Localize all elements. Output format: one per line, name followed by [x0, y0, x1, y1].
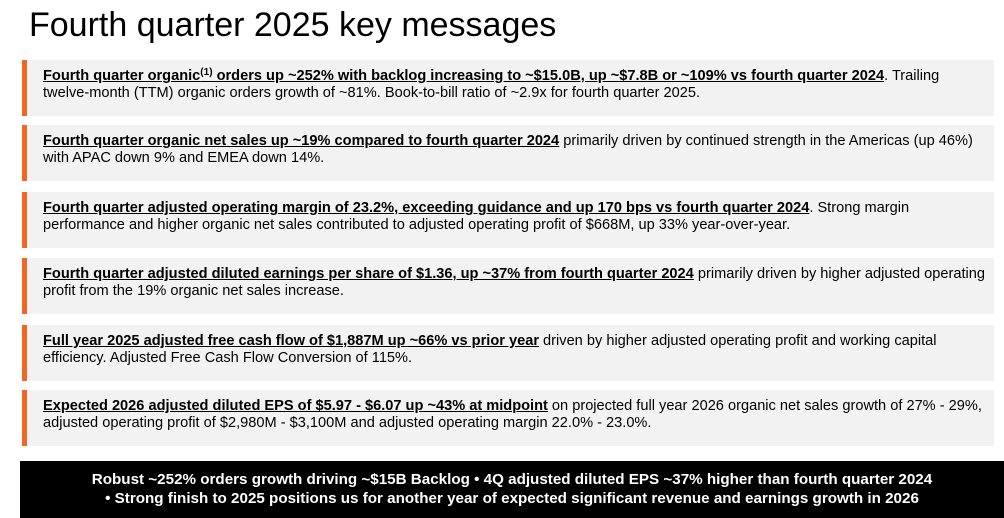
message-body: driven by higher adjusted operating prof…: [43, 333, 937, 366]
message-headline: Fourth quarter adjusted diluted earnings…: [43, 266, 694, 282]
message-headline: Full year 2025 adjusted free cash flow o…: [43, 333, 539, 349]
slide-title: Fourth quarter 2025 key messages: [29, 6, 557, 44]
key-message-orders: Fourth quarter organic(1) orders up ~252…: [22, 60, 994, 116]
message-headline: Fourth quarter adjusted operating margin…: [43, 200, 810, 216]
message-body: primarily driven by continued strength i…: [43, 133, 973, 166]
message-body: primarily driven by higher adjusted oper…: [43, 266, 986, 299]
message-body: on projected full year 2026 organic net …: [43, 398, 982, 431]
key-message-operating-margin: Fourth quarter adjusted operating margin…: [22, 192, 994, 248]
key-message-free-cash-flow: Full year 2025 adjusted free cash flow o…: [22, 325, 994, 381]
key-message-2026-guidance: Expected 2026 adjusted diluted EPS of $5…: [22, 390, 994, 446]
summary-line-1: Robust ~252% orders growth driving ~$15B…: [91, 471, 933, 488]
key-message-net-sales: Fourth quarter organic net sales up ~19%…: [22, 125, 994, 181]
key-message-eps: Fourth quarter adjusted diluted earnings…: [22, 258, 994, 314]
message-headline: Expected 2026 adjusted diluted EPS of $5…: [43, 398, 548, 414]
message-body: . Strong margin performance and higher o…: [43, 200, 910, 233]
message-body: . Trailing twelve-month (TTM) organic or…: [43, 68, 940, 101]
message-headline-start: Fourth quarter organic: [43, 68, 201, 84]
message-headline-end: orders up ~252% with backlog increasing …: [212, 68, 885, 84]
message-headline: Fourth quarter organic net sales up ~19%…: [43, 133, 560, 149]
summary-line-2: • Strong finish to 2025 positions us for…: [105, 490, 919, 507]
footnote-marker: (1): [200, 67, 213, 78]
summary-banner: Robust ~252% orders growth driving ~$15B…: [20, 461, 1004, 518]
message-headline: Fourth quarter organic(1) orders up ~252…: [43, 67, 885, 85]
